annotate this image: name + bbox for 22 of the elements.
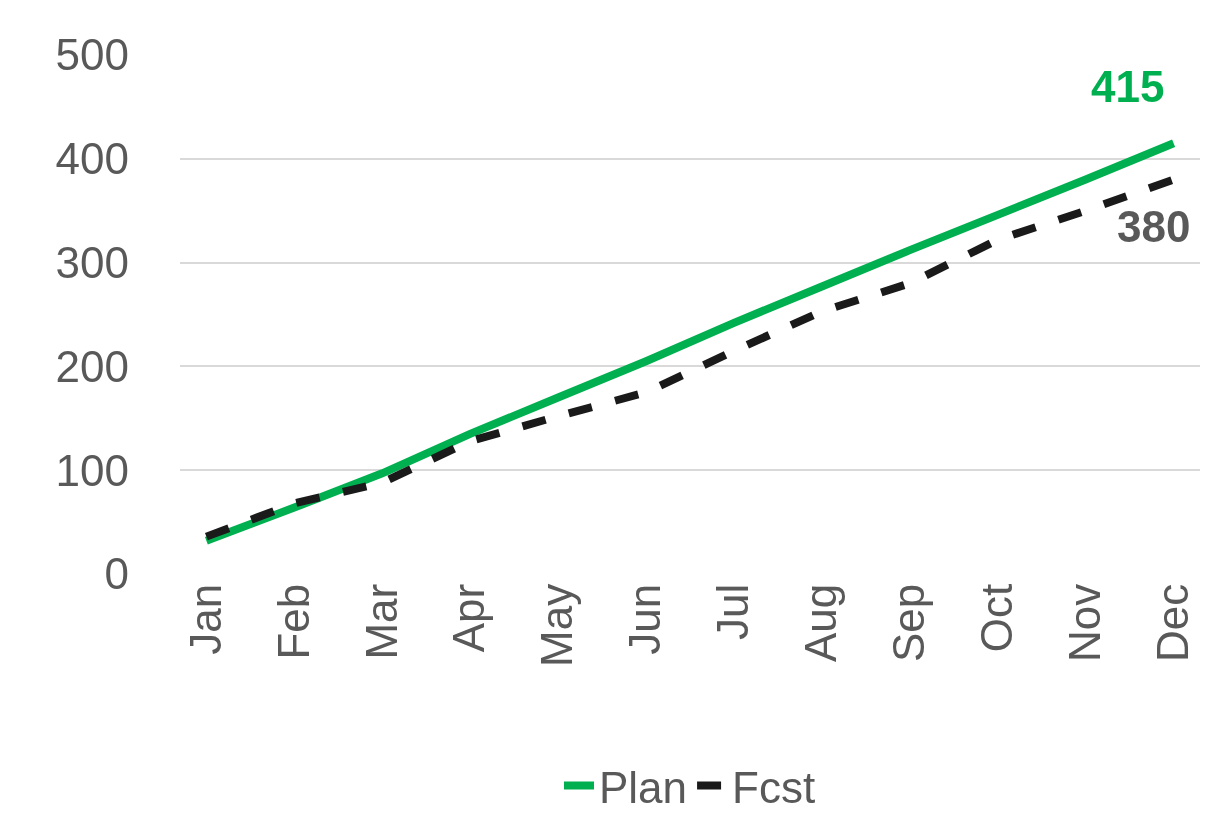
x-tick-label: Oct — [972, 583, 1022, 653]
y-tick-label: 400 — [55, 134, 129, 184]
x-tick-label: Aug — [796, 583, 846, 663]
x-tick-label: Dec — [1147, 583, 1197, 663]
x-tick-label: Apr — [444, 583, 494, 653]
x-tick-label: Feb — [268, 583, 318, 660]
y-tick-label: 200 — [55, 341, 129, 391]
y-tick-label: 500 — [55, 30, 129, 80]
legend-label: Plan — [599, 762, 688, 812]
x-tick-label: Sep — [884, 583, 934, 663]
x-tick-label: Jun — [620, 583, 670, 655]
y-tick-label: 0 — [104, 549, 129, 599]
x-tick-label: Jan — [180, 583, 230, 655]
x-tick-label: Nov — [1059, 583, 1109, 663]
x-tick-label: Mar — [356, 583, 406, 660]
y-tick-label: 100 — [55, 445, 129, 495]
annotation: 380 — [1117, 202, 1191, 251]
x-tick-label: Jul — [708, 583, 758, 641]
annotation: 415 — [1091, 62, 1165, 111]
x-tick-label: May — [532, 583, 582, 667]
y-tick-label: 300 — [55, 238, 129, 287]
legend-label: Fcst — [732, 762, 816, 812]
